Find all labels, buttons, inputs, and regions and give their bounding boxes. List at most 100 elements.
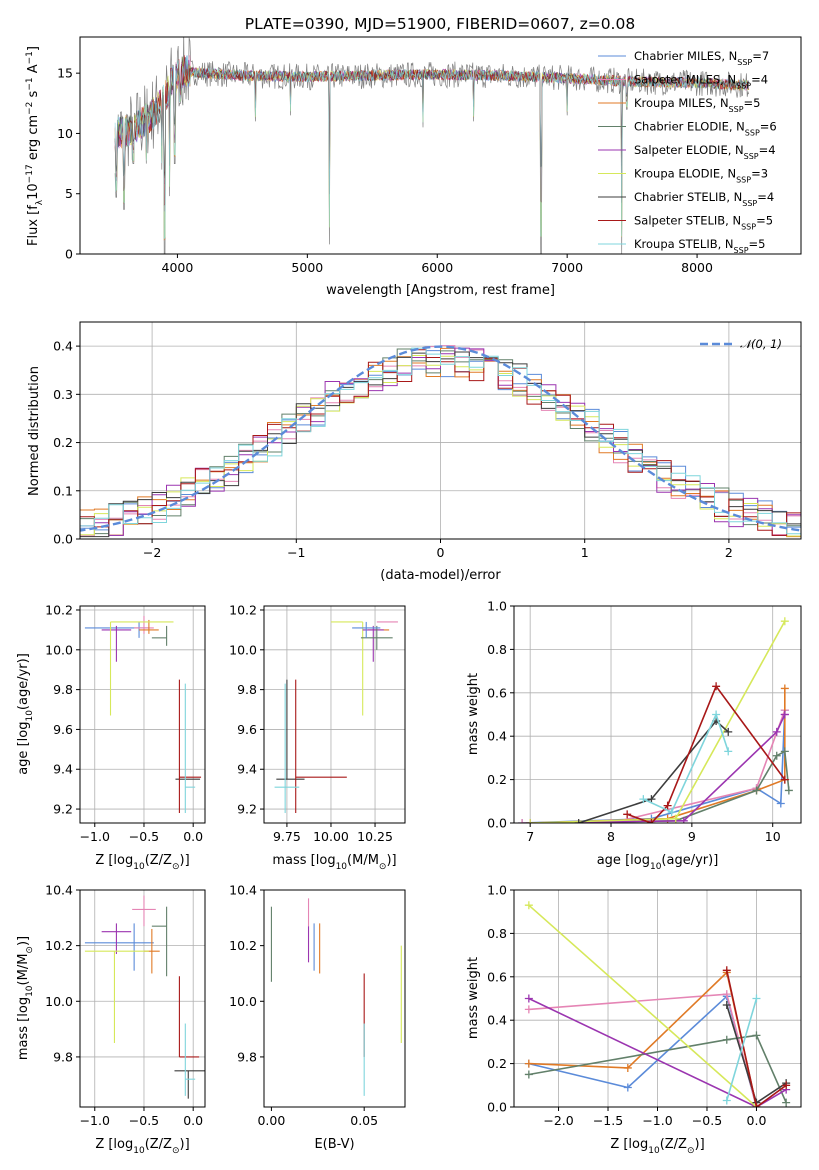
weight-marker (671, 814, 680, 823)
x-tick-label: 0 (437, 545, 445, 560)
x-tick-label: 0.0 (183, 829, 203, 844)
plot-area (518, 617, 793, 823)
plot-area (80, 345, 801, 538)
y-tick-label: 9.8 (237, 682, 257, 697)
weight-marker (722, 990, 731, 999)
weight-marker (752, 786, 761, 795)
model-line (114, 55, 750, 240)
y-tick-label: 10.2 (45, 602, 73, 617)
x-axis-label: mass [log10(M/M⊙)] (272, 853, 396, 872)
label-part: (Z/Z (660, 1137, 687, 1152)
weight-line (726, 970, 787, 1107)
x-tick-label: 8000 (681, 260, 713, 275)
weight-line (528, 997, 787, 1107)
x-tick-label: −2 (143, 545, 161, 560)
label-part: 10 (133, 1146, 145, 1156)
x-tick-label: 9.75 (273, 829, 301, 844)
weight-line (530, 714, 786, 823)
label-part: 10 (336, 862, 348, 872)
x-tick-label: 0.05 (350, 1113, 378, 1128)
x-tick-label: 0.00 (257, 1113, 285, 1128)
legend-label-part: SSP (742, 199, 757, 208)
label-part: 10 (133, 862, 145, 872)
legend-label-part: Kroupa STELIB, N (634, 237, 734, 251)
y-tick-label: 10.4 (229, 883, 257, 898)
legend-label-part: =5 (756, 214, 773, 228)
x-tick-label: 0.0 (747, 1113, 767, 1128)
y-tick-label: 9.8 (237, 1049, 257, 1064)
label-part: −17 (25, 164, 35, 183)
y-tick-label: 9.8 (53, 682, 73, 697)
y-tick-label: 10.2 (229, 602, 257, 617)
legend-label-part: SSP (729, 105, 744, 114)
spectrum-axes: 4000 5000 6000 7000 8000 0 5 10 15 Chabrier MILES… (25, 36, 802, 298)
label-part: 10 (25, 710, 35, 722)
legend-label-part: Chabrier MILES, N (634, 49, 737, 63)
weight-marker (574, 819, 583, 823)
weight-marker (679, 816, 688, 823)
y-tick-label: 0.8 (487, 926, 507, 941)
legend-label-part: SSP (745, 128, 760, 137)
weight-marker (524, 1059, 533, 1068)
weight-marker (623, 1083, 632, 1092)
x-tick-label: 0.0 (183, 1113, 203, 1128)
y-tick-label: 0.4 (53, 339, 73, 354)
label-part: Z [log (95, 1137, 133, 1152)
legend-label-part: =3 (751, 167, 768, 181)
label-part: )] (695, 1137, 705, 1152)
x-axis-label: (data-model)/error (380, 568, 501, 583)
legend-label: Salpeter STELIB, NSSP=5 (634, 214, 773, 232)
weight-line (726, 998, 758, 1101)
y-tick-label: 9.6 (53, 722, 73, 737)
x-tick-label: −1.5 (593, 1113, 623, 1128)
label-part: −1 (25, 77, 35, 90)
label-part: )] (16, 936, 31, 946)
plot-area (270, 898, 402, 1096)
model-line (114, 56, 750, 177)
label-part: erg cm (26, 115, 41, 164)
x-tick-label: −0.5 (129, 829, 159, 844)
legend-label-part: Kroupa ELODIE, N (634, 167, 736, 181)
y-tick-label: 1.0 (487, 599, 507, 614)
weight-marker (724, 727, 733, 736)
weight-line (578, 719, 729, 823)
y-tick-label: 0.2 (487, 772, 507, 787)
y-tick-label: 0.2 (53, 435, 73, 450)
label-part: λ (35, 199, 45, 205)
y-tick-label: 9.4 (237, 762, 257, 777)
x-axis-label: Z [log10(Z/Z⊙)] (95, 1137, 189, 1156)
legend-label: Chabrier ELODIE, NSSP=6 (634, 120, 777, 138)
weight-line (530, 750, 790, 823)
model-line (114, 57, 750, 239)
legend-label-part: =4 (751, 73, 768, 87)
y-tick-label: 9.8 (53, 1049, 73, 1064)
plot-area (84, 895, 205, 1099)
legend-label-part: Chabrier ELODIE, N (634, 120, 745, 134)
weight-line (528, 904, 758, 1107)
label-part: (age/yr)] (16, 653, 31, 710)
weight-marker (780, 710, 789, 719)
y-tick-label: 0.3 (53, 387, 73, 402)
x-tick-label: 6000 (421, 260, 453, 275)
label-part: age [log (597, 853, 650, 868)
label-part: 10 (25, 985, 35, 997)
legend-label-part: Salpeter STELIB, N (634, 214, 741, 228)
figure-title: PLATE=0390, MJD=51900, FIBERID=0607, z=0… (245, 15, 635, 33)
y-tick-label: 10.0 (229, 994, 257, 1009)
weight-marker (772, 727, 781, 736)
legend-label-part: SSP (736, 175, 751, 184)
x-tick-label: 10.25 (357, 829, 393, 844)
legend-label-part: SSP (734, 246, 749, 255)
weight-marker (780, 684, 789, 693)
massweight-vs-metallicity-axes: −2.0 −1.5 −1.0 −0.5 0.0 0.0 0.2 0.4 0.6 0.8 1.0 Z [… (466, 883, 802, 1156)
x-tick-label: −1.0 (642, 1113, 672, 1128)
y-tick-label: 15 (57, 66, 73, 81)
y-tick-label: 10.4 (45, 883, 73, 898)
weight-marker (524, 901, 533, 910)
x-axis-label: Z [log10(Z/Z⊙)] (95, 853, 189, 872)
weight-marker (526, 819, 535, 823)
weight-marker (712, 710, 721, 719)
label-part: 10 (648, 1146, 660, 1156)
y-tick-label: 10.0 (45, 642, 73, 657)
